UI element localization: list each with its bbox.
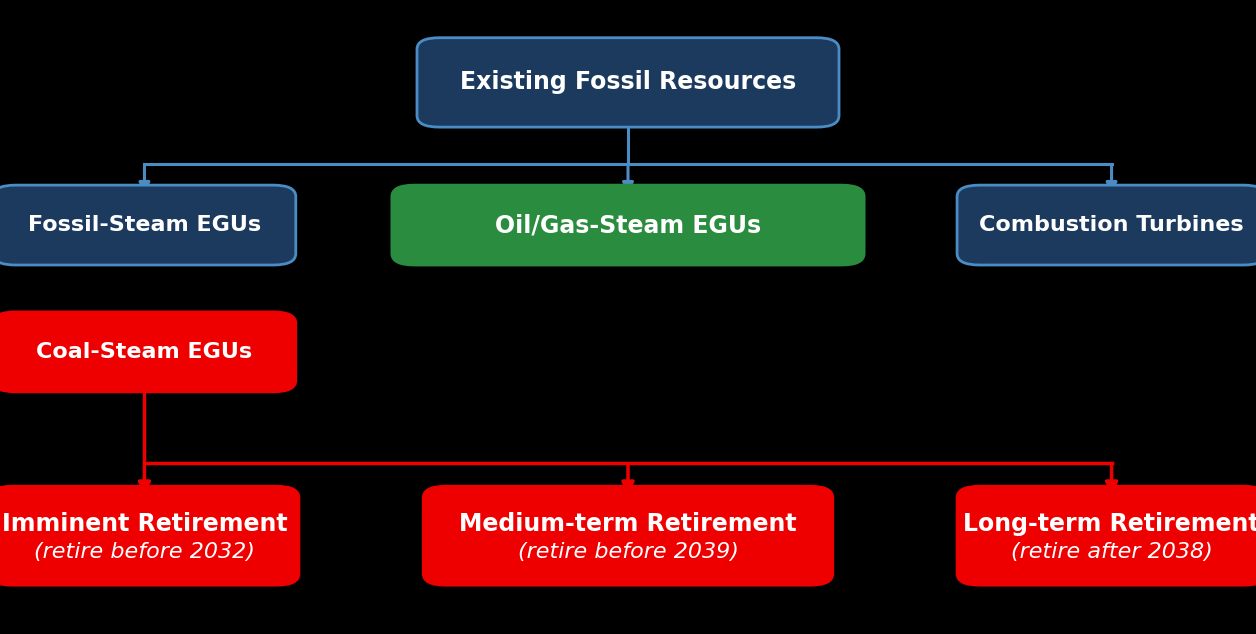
Text: Long-term Retirement: Long-term Retirement [963,512,1256,536]
Text: Oil/Gas-Steam EGUs: Oil/Gas-Steam EGUs [495,213,761,237]
Text: (retire after 2038): (retire after 2038) [1011,543,1212,562]
Text: Imminent Retirement: Imminent Retirement [1,512,288,536]
FancyBboxPatch shape [0,185,296,265]
Text: Coal-Steam EGUs: Coal-Steam EGUs [36,342,252,362]
FancyBboxPatch shape [0,486,299,585]
FancyBboxPatch shape [417,38,839,127]
Text: (retire before 2032): (retire before 2032) [34,543,255,562]
Text: Existing Fossil Resources: Existing Fossil Resources [460,70,796,94]
Text: Medium-term Retirement: Medium-term Retirement [460,512,796,536]
Text: Combustion Turbines: Combustion Turbines [980,215,1243,235]
FancyBboxPatch shape [423,486,833,585]
FancyBboxPatch shape [392,185,864,265]
FancyBboxPatch shape [957,486,1256,585]
Text: (retire before 2039): (retire before 2039) [517,543,739,562]
FancyBboxPatch shape [0,312,296,392]
Text: Fossil-Steam EGUs: Fossil-Steam EGUs [28,215,261,235]
FancyBboxPatch shape [957,185,1256,265]
